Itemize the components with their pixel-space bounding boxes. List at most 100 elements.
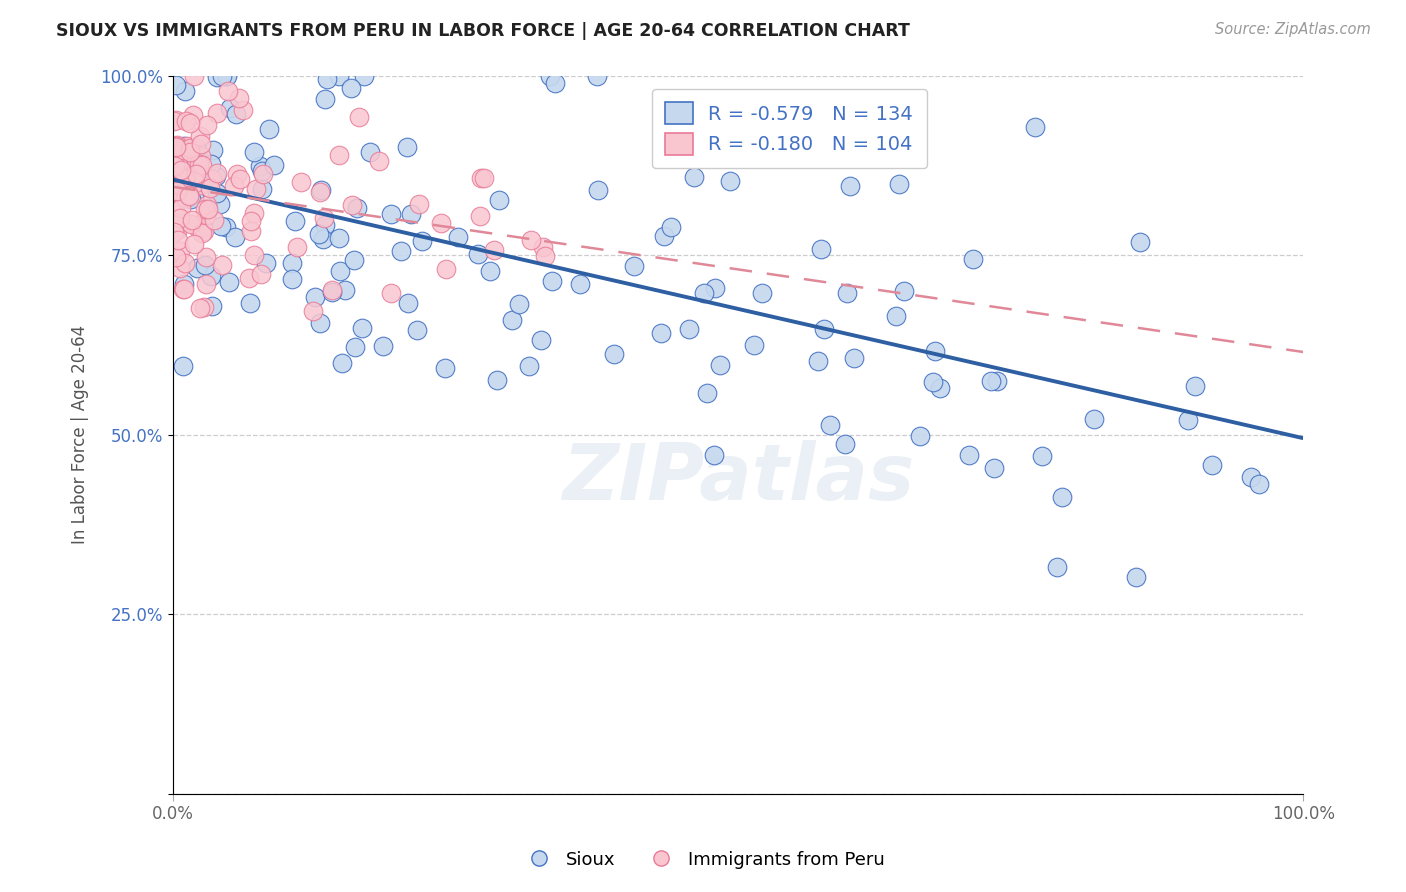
Point: [215, 69, 238, 83]
Point: [962, 252, 984, 266]
Point: [166, 138, 188, 153]
Point: [1249, 477, 1271, 491]
Point: [340, 81, 363, 95]
Point: [328, 148, 350, 162]
Point: [893, 285, 915, 299]
Point: [467, 246, 489, 260]
Point: [807, 354, 830, 368]
Point: [309, 183, 332, 197]
Point: [170, 162, 193, 177]
Point: [167, 222, 190, 236]
Point: [188, 301, 211, 315]
Point: [194, 258, 217, 272]
Point: [249, 160, 271, 174]
Point: [190, 148, 212, 162]
Point: [281, 256, 304, 270]
Point: [411, 235, 433, 249]
Point: [257, 122, 280, 136]
Point: [179, 140, 201, 154]
Point: [290, 175, 312, 189]
Point: [250, 267, 273, 281]
Point: [380, 285, 402, 300]
Point: [169, 211, 191, 225]
Point: [183, 189, 205, 203]
Point: [163, 225, 186, 239]
Point: [408, 196, 430, 211]
Point: [228, 91, 250, 105]
Point: [340, 198, 363, 212]
Point: [328, 69, 350, 83]
Point: [541, 273, 564, 287]
Point: [165, 179, 187, 194]
Point: [285, 240, 308, 254]
Point: [501, 313, 523, 327]
Point: [239, 224, 262, 238]
Point: [218, 275, 240, 289]
Point: [163, 159, 186, 173]
Point: [678, 322, 700, 336]
Point: [190, 178, 212, 193]
Point: [399, 207, 422, 221]
Point: [195, 208, 218, 222]
Point: [217, 83, 239, 97]
Point: [359, 145, 381, 160]
Point: [179, 189, 201, 203]
Point: [211, 258, 233, 272]
Point: [986, 375, 1008, 389]
Point: [818, 418, 841, 433]
Point: [482, 244, 505, 258]
Point: [163, 190, 186, 204]
Point: [173, 282, 195, 296]
Point: [179, 116, 201, 130]
Point: [302, 304, 325, 318]
Point: [181, 171, 204, 186]
Point: [921, 376, 943, 390]
Point: [174, 171, 197, 186]
Point: [928, 381, 950, 395]
Point: [692, 286, 714, 301]
Point: [173, 139, 195, 153]
Point: [1031, 449, 1053, 463]
Point: [280, 272, 302, 286]
Point: [368, 153, 391, 168]
Point: [908, 428, 931, 442]
Point: [696, 386, 718, 401]
Point: [333, 283, 356, 297]
Point: [957, 448, 980, 462]
Point: [252, 164, 274, 178]
Point: [225, 106, 247, 120]
Point: [172, 160, 194, 174]
Point: [172, 153, 194, 168]
Point: [215, 69, 238, 83]
Point: [983, 461, 1005, 475]
Point: [165, 139, 187, 153]
Point: [434, 262, 457, 277]
Point: [177, 139, 200, 153]
Point: [1240, 470, 1263, 484]
Point: [205, 166, 228, 180]
Point: [347, 110, 370, 124]
Point: [659, 219, 682, 234]
Point: [172, 359, 194, 373]
Point: [181, 108, 204, 122]
Point: [167, 233, 190, 247]
Point: [169, 244, 191, 258]
Point: [304, 290, 326, 304]
Point: [744, 338, 766, 352]
Point: [309, 317, 332, 331]
Legend: R = -0.579   N = 134, R = -0.180   N = 104: R = -0.579 N = 134, R = -0.180 N = 104: [652, 89, 927, 169]
Point: [238, 271, 260, 285]
Point: [179, 188, 201, 202]
Point: [889, 177, 911, 191]
Point: [165, 203, 187, 218]
Point: [200, 299, 222, 313]
Point: [343, 253, 366, 268]
Point: [174, 84, 197, 98]
Point: [245, 182, 267, 196]
Point: [1129, 235, 1152, 250]
Point: [430, 215, 453, 229]
Point: [191, 226, 214, 240]
Point: [229, 172, 252, 186]
Point: [343, 340, 366, 354]
Point: [312, 232, 335, 246]
